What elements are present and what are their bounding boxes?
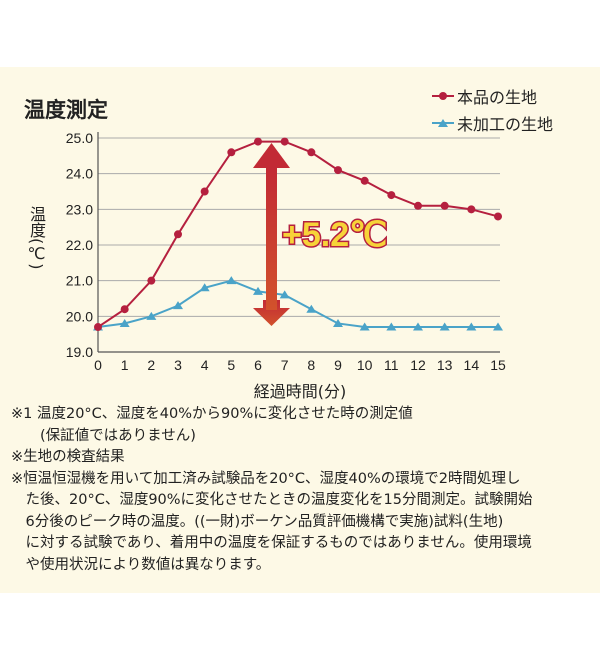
footnote-line: ※生地の検査結果 bbox=[11, 449, 125, 465]
difference-arrow bbox=[253, 143, 290, 326]
y-tick-label: 23.0 bbox=[66, 201, 93, 217]
data-point bbox=[173, 301, 183, 310]
footnote-line: ※恒温恒湿機を用いて加工済み試験品を20°C、湿度40%の環境で2時間処理し bbox=[11, 470, 521, 487]
footnote-line: に対する試験であり、着用中の温度を保証するものではありません。使用環境 bbox=[11, 535, 532, 551]
legend-label: 本品の生地 bbox=[457, 87, 538, 107]
data-point bbox=[279, 290, 290, 299]
x-tick-label: 6 bbox=[254, 357, 262, 373]
data-point bbox=[147, 276, 156, 285]
line-chart: 19.020.021.022.023.024.025.00 1 2 3 4 5 6 7 8 9 10… bbox=[66, 130, 506, 373]
x-tick-label: 1 bbox=[121, 357, 129, 373]
legend-label: 未加工の生地 bbox=[457, 114, 554, 134]
data-point bbox=[120, 305, 129, 314]
footnote-line: ※1 温度20°C、湿度を40%から90%に変化させた時の測定値 bbox=[11, 406, 413, 422]
x-tick-label: 12 bbox=[410, 357, 426, 373]
y-tick-label: 19.0 bbox=[66, 344, 93, 360]
x-tick-label: 9 bbox=[334, 357, 342, 373]
x-tick-label: 0 bbox=[94, 357, 102, 373]
data-point bbox=[306, 304, 317, 313]
data-point bbox=[413, 322, 423, 331]
data-point bbox=[386, 322, 397, 331]
data-point bbox=[414, 201, 422, 210]
x-tick-label: 2 bbox=[147, 357, 155, 373]
x-tick-label: 4 bbox=[201, 357, 209, 373]
data-point bbox=[200, 187, 209, 196]
data-point bbox=[253, 286, 263, 295]
data-point bbox=[360, 176, 369, 185]
data-point bbox=[466, 322, 477, 331]
y-tick-label: 21.0 bbox=[66, 273, 93, 289]
data-point bbox=[254, 137, 262, 146]
x-tick-label: 13 bbox=[437, 357, 453, 373]
y-axis-label: 温度(℃) bbox=[27, 206, 46, 270]
x-tick-label: 10 bbox=[357, 357, 373, 373]
x-tick-label: 8 bbox=[307, 357, 315, 373]
legend: 本品の生地 未加工の生地 bbox=[432, 82, 553, 136]
x-tick-label: 15 bbox=[490, 357, 506, 373]
legend-triangle-marker-icon bbox=[432, 118, 454, 127]
x-tick-label: 5 bbox=[227, 357, 235, 373]
footnote-line: 6分後のピーク時の温度。((一財)ボーケン品質評価機構で実施)試料(生地) bbox=[11, 513, 504, 530]
series-line bbox=[97, 140, 499, 328]
y-tick-label: 25.0 bbox=[66, 130, 93, 146]
footnote-line: や使用状況により数値は異なります。 bbox=[11, 556, 271, 573]
data-point bbox=[174, 230, 182, 239]
data-point bbox=[307, 148, 316, 157]
data-point bbox=[359, 322, 370, 331]
data-point bbox=[146, 311, 157, 320]
y-tick-label: 24.0 bbox=[66, 166, 93, 182]
data-point bbox=[119, 318, 130, 327]
data-point bbox=[227, 148, 236, 157]
y-tick-label: 22.0 bbox=[66, 237, 93, 253]
legend-item-untreated: 未加工の生地 bbox=[432, 109, 553, 136]
footnotes: ※1 温度20°C、湿度を40%から90%に変化させた時の測定値 (保証値ではあ… bbox=[11, 404, 533, 576]
x-tick-label: 7 bbox=[281, 357, 289, 373]
footnote-line: た後、20°C、湿度90%に変化させたときの温度変化を15分間測定。試験開始 bbox=[11, 492, 533, 508]
legend-item-treated: 本品の生地 bbox=[432, 82, 553, 109]
y-tick-label: 20.0 bbox=[66, 308, 93, 324]
series-line bbox=[97, 279, 498, 329]
data-point bbox=[280, 137, 289, 146]
data-point bbox=[439, 322, 450, 331]
legend-circle-marker-icon bbox=[432, 91, 454, 100]
difference-annotation: +5.2℃ bbox=[282, 216, 387, 254]
data-point bbox=[226, 276, 237, 285]
x-tick-label: 3 bbox=[174, 357, 182, 373]
data-point bbox=[199, 283, 210, 292]
footnote-line: (保証値ではありません) bbox=[11, 427, 196, 444]
data-point bbox=[494, 212, 502, 221]
data-point bbox=[94, 323, 102, 332]
x-tick-label: 14 bbox=[464, 357, 480, 373]
x-axis-label: 経過時間(分) bbox=[253, 382, 347, 401]
data-point bbox=[467, 205, 476, 214]
data-point bbox=[440, 201, 449, 210]
data-point bbox=[333, 318, 343, 327]
data-point bbox=[387, 191, 396, 200]
data-point bbox=[334, 166, 342, 175]
x-tick-label: 11 bbox=[384, 357, 399, 373]
data-point bbox=[493, 322, 503, 331]
chart-title: 温度測定 bbox=[24, 98, 108, 122]
